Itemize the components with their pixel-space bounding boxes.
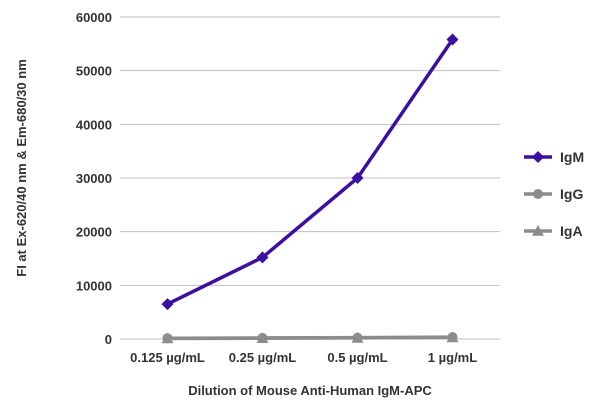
data-point [162, 333, 173, 344]
legend-item-igm: IgM [524, 149, 584, 165]
y-tick-label: 50000 [76, 64, 112, 79]
y-tick-label: 0 [105, 332, 112, 347]
y-tick-label: 40000 [76, 117, 112, 132]
x-tick-label: 0.25 µg/mL [229, 350, 297, 365]
y-tick-label: 10000 [76, 278, 112, 293]
series-igg [162, 332, 458, 344]
data-point [352, 332, 363, 343]
legend-item-igg: IgG [524, 186, 583, 202]
legend-marker [533, 189, 543, 199]
x-tick-labels: 0.125 µg/mL 0.25 µg/mL 0.5 µg/mL 1 µg/mL [130, 350, 477, 365]
legend: IgM IgG IgA [524, 149, 584, 239]
series-line [167, 335, 453, 340]
y-axis-title: FI at Ex-620/40 nm & Em-680/30 nm [14, 59, 29, 276]
x-axis-title: Dilution of Mouse Anti-Human IgM-APC [188, 383, 432, 398]
legend-marker [532, 151, 544, 163]
y-tick-labels: 0 10000 20000 30000 40000 50000 60000 [76, 10, 112, 347]
data-point [351, 172, 364, 184]
data-point [447, 332, 458, 343]
data-point [256, 251, 269, 264]
legend-label: IgG [560, 186, 583, 202]
data-point [257, 332, 268, 343]
legend-label: IgM [560, 149, 584, 165]
data-point [446, 33, 459, 46]
y-tick-label: 30000 [76, 171, 112, 186]
series-line [166, 38, 454, 306]
legend-label: IgA [560, 223, 583, 239]
y-tick-label: 60000 [76, 10, 112, 25]
series-igm [161, 33, 459, 311]
x-tick-label: 1 µg/mL [428, 350, 477, 365]
grid-layer [120, 16, 500, 286]
x-tick-label: 0.125 µg/mL [130, 350, 205, 365]
y-tick-label: 20000 [76, 225, 112, 240]
legend-item-iga: IgA [524, 223, 583, 239]
x-tick-label: 0.5 µg/mL [327, 350, 387, 365]
data-point [161, 298, 174, 311]
series-layer [161, 33, 459, 344]
legend-marker [532, 225, 544, 236]
